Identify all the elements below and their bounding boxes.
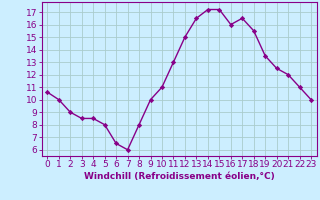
X-axis label: Windchill (Refroidissement éolien,°C): Windchill (Refroidissement éolien,°C) bbox=[84, 172, 275, 181]
